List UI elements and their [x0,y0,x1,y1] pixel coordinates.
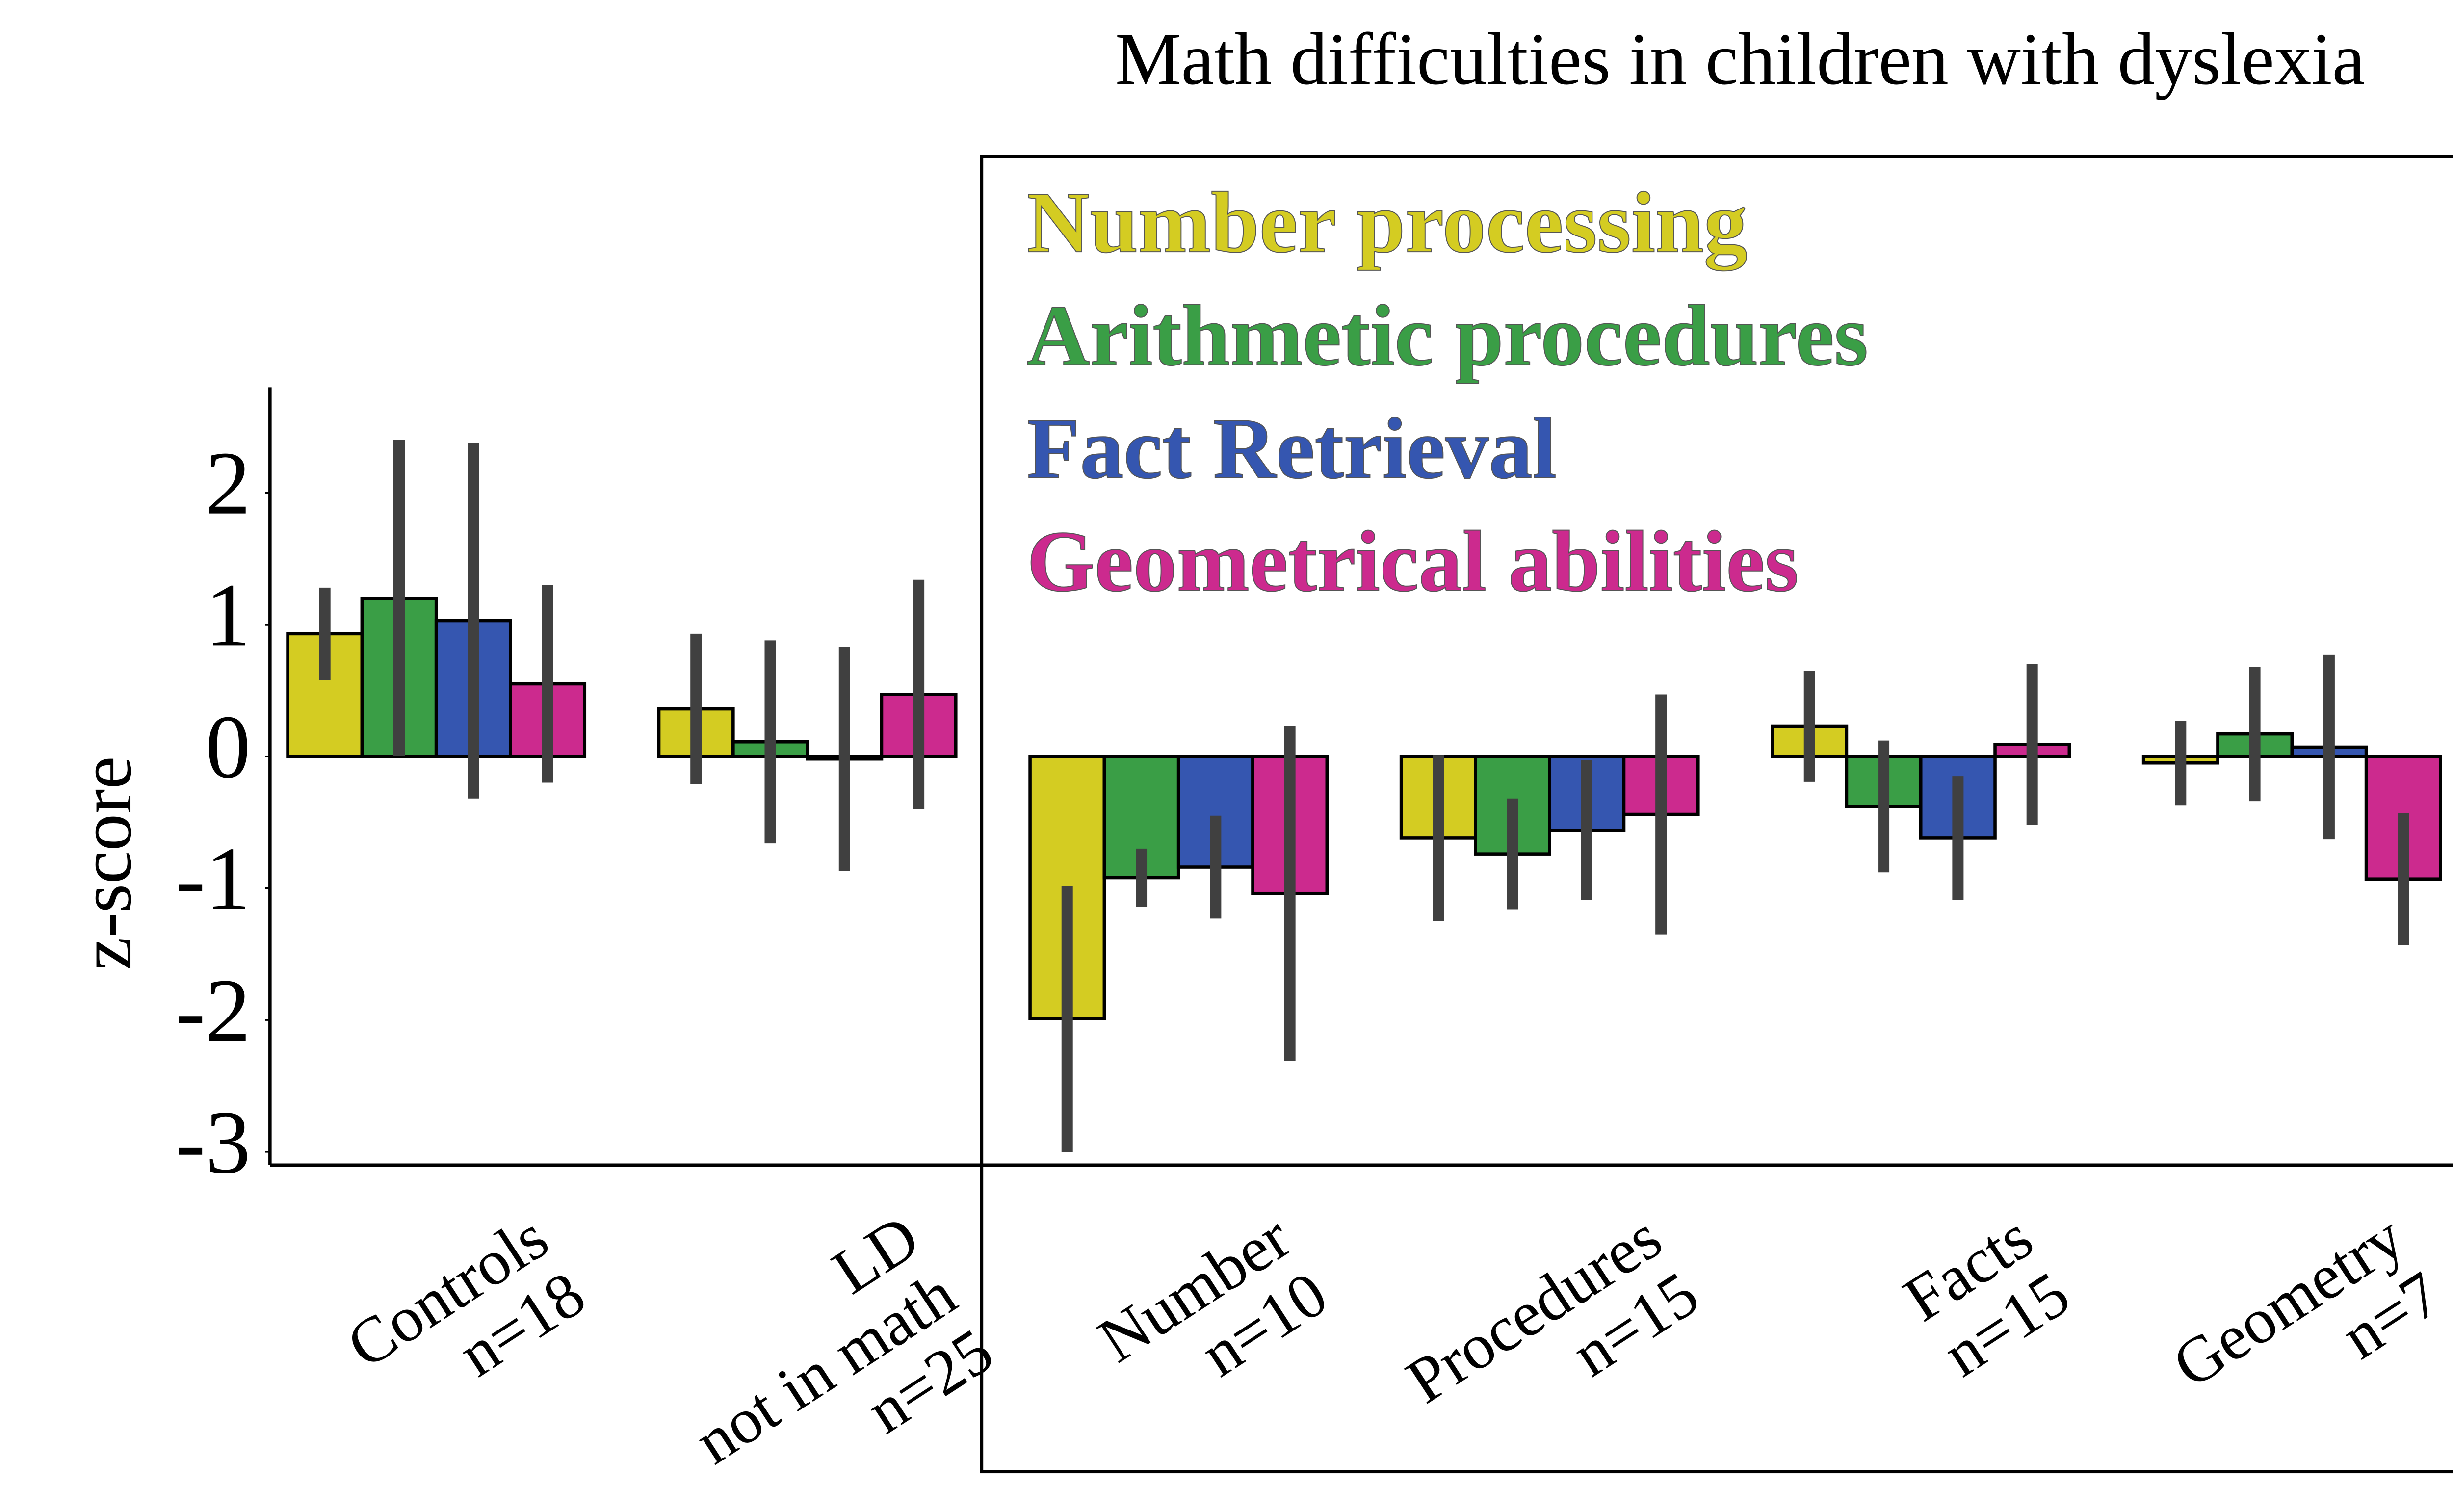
y-tick-label: 0 [206,697,251,797]
y-tick-label: 2 [206,433,251,533]
legend-entry: Number processing [1027,175,1748,271]
y-axis-label: z-score [64,756,147,970]
y-tick-label: -2 [175,960,250,1060]
chart-title: Math difficulties in children with dysle… [1115,18,2365,100]
y-tick-label: 1 [206,565,251,665]
legend-entry: Geometrical abilities [1027,514,1799,610]
y-tick-label: -3 [175,1092,250,1192]
dyslexia-group-box [980,155,2453,1474]
legend-entry: Fact Retrieval [1027,401,1557,497]
y-tick-label: -1 [175,829,250,929]
legend-entry: Arithmetic procedures [1027,287,1868,384]
